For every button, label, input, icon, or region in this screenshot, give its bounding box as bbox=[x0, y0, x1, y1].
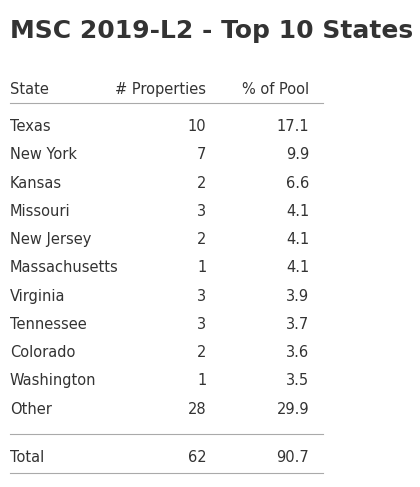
Text: New York: New York bbox=[10, 148, 77, 162]
Text: # Properties: # Properties bbox=[115, 82, 206, 97]
Text: 2: 2 bbox=[197, 232, 206, 247]
Text: Massachusetts: Massachusetts bbox=[10, 261, 119, 275]
Text: 3.5: 3.5 bbox=[286, 374, 309, 388]
Text: 4.1: 4.1 bbox=[286, 261, 309, 275]
Text: 1: 1 bbox=[197, 261, 206, 275]
Text: 3.6: 3.6 bbox=[286, 345, 309, 360]
Text: 6.6: 6.6 bbox=[286, 176, 309, 190]
Text: Washington: Washington bbox=[10, 374, 97, 388]
Text: Colorado: Colorado bbox=[10, 345, 75, 360]
Text: 17.1: 17.1 bbox=[277, 119, 309, 134]
Text: Missouri: Missouri bbox=[10, 204, 71, 219]
Text: Texas: Texas bbox=[10, 119, 50, 134]
Text: 3.7: 3.7 bbox=[286, 317, 309, 332]
Text: 1: 1 bbox=[197, 374, 206, 388]
Text: New Jersey: New Jersey bbox=[10, 232, 92, 247]
Text: 4.1: 4.1 bbox=[286, 232, 309, 247]
Text: 7: 7 bbox=[197, 148, 206, 162]
Text: Tennessee: Tennessee bbox=[10, 317, 87, 332]
Text: 4.1: 4.1 bbox=[286, 204, 309, 219]
Text: 3: 3 bbox=[197, 204, 206, 219]
Text: 9.9: 9.9 bbox=[286, 148, 309, 162]
Text: 2: 2 bbox=[197, 345, 206, 360]
Text: % of Pool: % of Pool bbox=[242, 82, 309, 97]
Text: Kansas: Kansas bbox=[10, 176, 62, 190]
Text: Other: Other bbox=[10, 402, 52, 416]
Text: Total: Total bbox=[10, 450, 44, 465]
Text: 3.9: 3.9 bbox=[286, 289, 309, 303]
Text: 62: 62 bbox=[188, 450, 206, 465]
Text: 29.9: 29.9 bbox=[277, 402, 309, 416]
Text: State: State bbox=[10, 82, 49, 97]
Text: Virginia: Virginia bbox=[10, 289, 66, 303]
Text: 10: 10 bbox=[188, 119, 206, 134]
Text: 2: 2 bbox=[197, 176, 206, 190]
Text: 90.7: 90.7 bbox=[277, 450, 309, 465]
Text: 28: 28 bbox=[188, 402, 206, 416]
Text: MSC 2019-L2 - Top 10 States: MSC 2019-L2 - Top 10 States bbox=[10, 19, 413, 43]
Text: 3: 3 bbox=[197, 317, 206, 332]
Text: 3: 3 bbox=[197, 289, 206, 303]
